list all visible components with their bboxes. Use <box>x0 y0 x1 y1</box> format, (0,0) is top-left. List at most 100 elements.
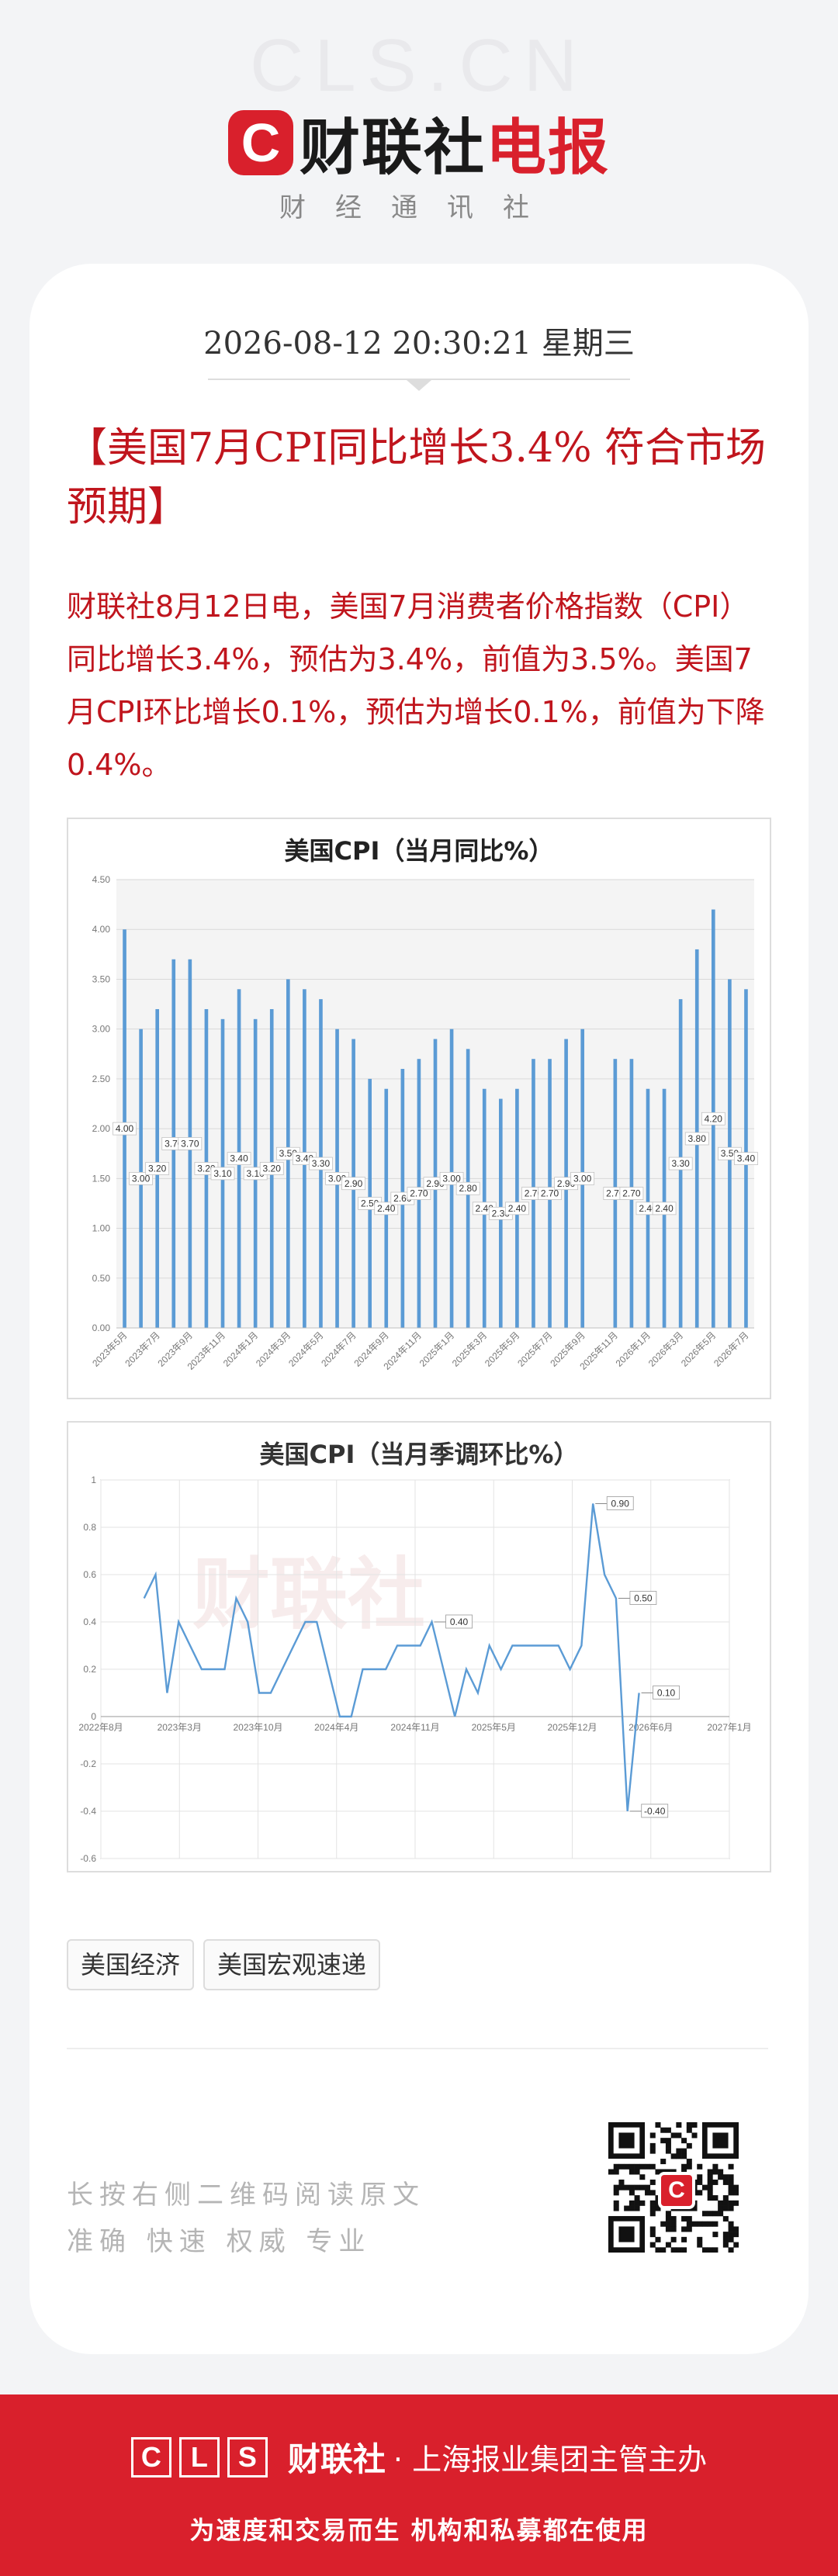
data-label-box <box>505 1202 529 1215</box>
qr-module <box>691 2122 698 2128</box>
qr-module <box>613 2184 619 2190</box>
y-tick-label: 0.4 <box>83 1616 96 1627</box>
data-label-box <box>619 1187 644 1200</box>
qr-module <box>613 2200 619 2206</box>
brand-name-red: 电报 <box>486 113 611 183</box>
x-tick-label: 2023年10月 <box>233 1722 282 1733</box>
qr-module <box>701 2211 708 2217</box>
callout-label: 0.90 <box>611 1499 630 1509</box>
qr-module <box>681 2138 687 2144</box>
tag-us-macro-express[interactable]: 美国宏观速递 <box>203 1939 381 1990</box>
article-datetime: 2026-08-12 20:30:21 星期三 <box>203 326 635 361</box>
x-tick-label: 2024年11月 <box>390 1722 439 1733</box>
qr-module <box>634 2184 640 2190</box>
qr-module <box>649 2190 656 2196</box>
qr-module <box>722 2179 729 2185</box>
qr-module <box>618 2184 625 2190</box>
y-tick-label: 0.2 <box>83 1664 96 1675</box>
data-label-box <box>734 1152 758 1165</box>
x-tick-label: 2026年3月 <box>646 1329 685 1368</box>
qr-module <box>718 2205 724 2211</box>
qr-module <box>655 2169 661 2175</box>
qr-module <box>722 2174 729 2180</box>
data-label: 2.80 <box>459 1183 477 1194</box>
qr-module <box>665 2221 671 2227</box>
tag-us-economy[interactable]: 美国经济 <box>67 1939 195 1990</box>
qr-module <box>728 2247 734 2253</box>
qr-module <box>645 2190 651 2196</box>
y-tick-label: -0.6 <box>80 1853 96 1864</box>
qr-module <box>660 2127 667 2133</box>
qr-module <box>697 2174 703 2180</box>
qr-module <box>697 2179 703 2185</box>
qr-module <box>670 2247 677 2253</box>
qr-module <box>681 2169 687 2175</box>
qr-module <box>665 2226 671 2232</box>
qr-module <box>649 2148 656 2154</box>
qr-module <box>697 2242 703 2248</box>
data-label-box <box>652 1202 677 1215</box>
qr-module <box>686 2127 692 2133</box>
series-line <box>143 1503 640 1812</box>
data-label: 3.00 <box>132 1173 151 1184</box>
qr-module <box>613 2169 619 2175</box>
qr-module <box>691 2132 698 2139</box>
y-tick-label: 3.00 <box>92 1024 111 1035</box>
qr-module <box>681 2163 687 2170</box>
data-label-box <box>341 1177 365 1191</box>
x-tick-label: 2025年12月 <box>547 1722 597 1733</box>
qr-module <box>707 2247 713 2253</box>
x-tick-label: 2025年5月 <box>483 1329 521 1368</box>
qr-module <box>676 2247 682 2253</box>
qr-module <box>670 2226 677 2232</box>
qr-code-pattern <box>608 2122 739 2253</box>
qr-module <box>628 2184 635 2190</box>
data-label-box <box>145 1162 170 1175</box>
cpi-mom-chart-title: 美国CPI（当月季调环比%） <box>259 1440 579 1469</box>
qr-module <box>691 2205 698 2211</box>
callout-box <box>641 1803 669 1818</box>
qr-module <box>628 2163 635 2170</box>
article-title: 【美国7月CPI同比增长3.4% 符合市场预期】 <box>67 425 767 531</box>
qr-module <box>686 2221 692 2227</box>
qr-module <box>733 2226 739 2232</box>
qr-module <box>649 2163 656 2170</box>
qr-module <box>681 2247 687 2253</box>
qr-module <box>722 2195 729 2201</box>
qr-module <box>728 2236 734 2242</box>
data-label-box <box>210 1167 235 1181</box>
qr-module <box>660 2138 667 2144</box>
y-tick-label: 4.00 <box>92 924 111 935</box>
qr-module <box>718 2211 724 2217</box>
data-label-box <box>227 1152 251 1165</box>
callout-box <box>445 1614 473 1629</box>
qr-module <box>728 2190 734 2196</box>
qr-module <box>624 2163 630 2170</box>
x-tick-label: 2022年8月 <box>78 1722 123 1733</box>
data-label: 3.80 <box>688 1133 707 1144</box>
brand-logo: C 财联社电报 <box>0 99 838 186</box>
data-label-box <box>129 1171 153 1185</box>
qr-module <box>728 2174 734 2180</box>
qr-module <box>681 2153 687 2159</box>
qr-module <box>613 2205 619 2211</box>
y-tick-label: 3.50 <box>92 973 111 984</box>
qr-module <box>649 2179 656 2185</box>
y-tick-label: 0.50 <box>92 1273 111 1284</box>
slogan-hint: 准确 快速 权威 专业 <box>67 2226 372 2257</box>
data-label: 3.10 <box>213 1168 232 1179</box>
qr-module <box>660 2247 667 2253</box>
qr-module <box>649 2205 656 2211</box>
qr-module <box>707 2179 713 2185</box>
x-tick-label: 2024年4月 <box>314 1722 358 1733</box>
qr-module <box>722 2200 729 2206</box>
datetime-divider-notch <box>407 380 431 391</box>
y-tick-label: 0.8 <box>83 1522 96 1533</box>
y-tick-label: 0 <box>91 1711 96 1722</box>
data-label: 2.70 <box>541 1188 559 1199</box>
qr-code[interactable]: C <box>608 2122 739 2253</box>
cpi-mom-chart: 美国CPI（当月季调环比%） 财联社 1 0.8 0.6 0.4 0.2 0 -0.2 -0.… <box>67 1421 771 1872</box>
callout-box <box>606 1496 634 1510</box>
data-label: 2.40 <box>655 1203 674 1214</box>
y-tick-label: 0.00 <box>92 1323 111 1333</box>
